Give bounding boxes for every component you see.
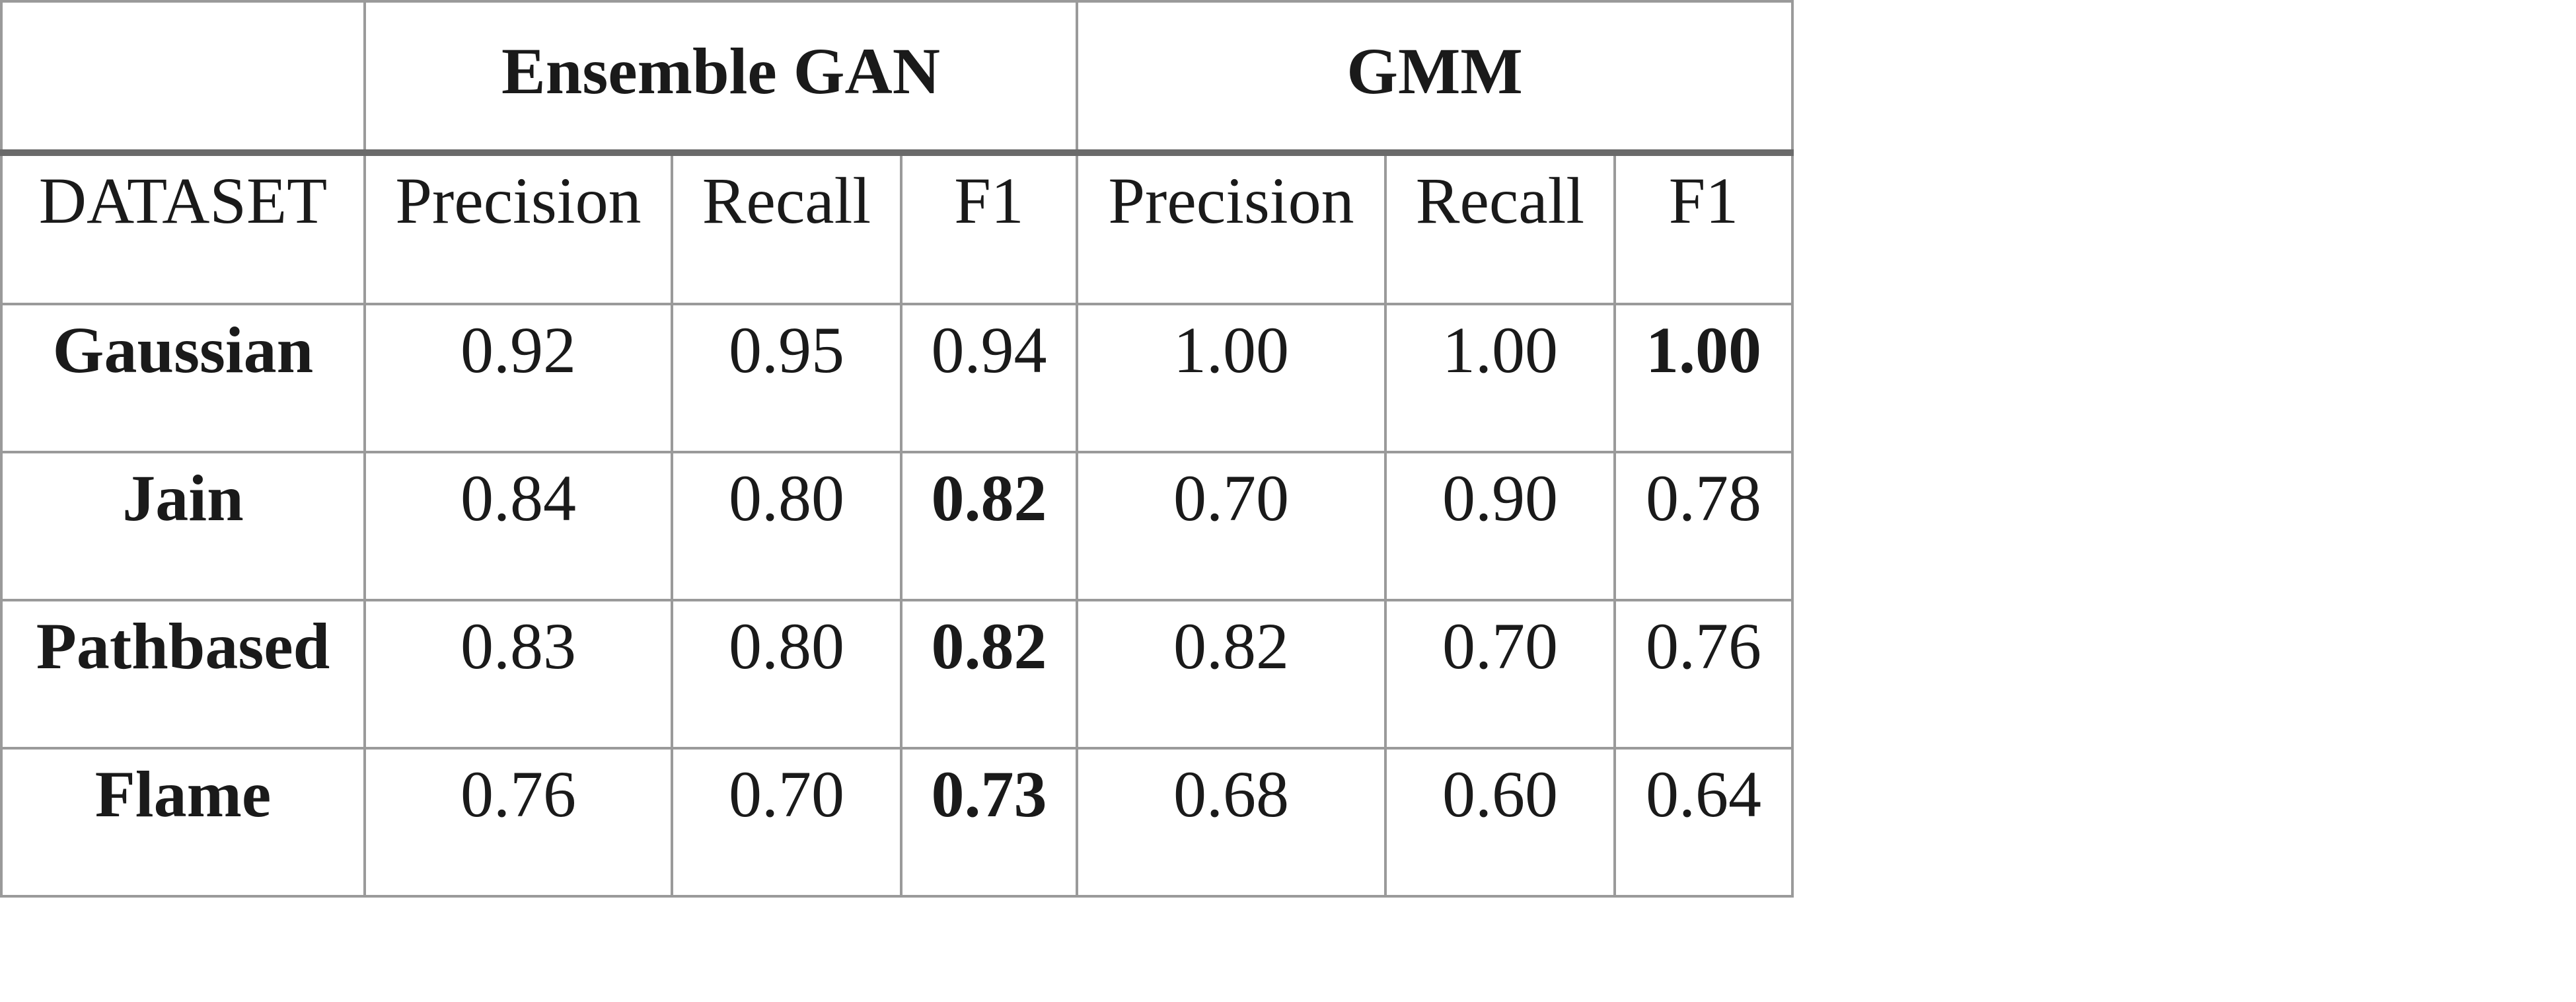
value-cell: 0.64 xyxy=(1613,747,1794,898)
header-dataset: DATASET xyxy=(0,151,366,305)
value-cell: 0.76 xyxy=(363,747,673,898)
dataset-name-cell: Pathbased xyxy=(0,599,366,750)
header-gmm-f1: F1 xyxy=(1613,151,1794,305)
dataset-name-cell: Flame xyxy=(0,747,366,898)
value-cell: 0.90 xyxy=(1384,451,1616,601)
value-cell: 0.83 xyxy=(363,599,673,750)
value-cell: 0.68 xyxy=(1076,747,1387,898)
value-cell: 1.00 xyxy=(1613,303,1794,453)
value-cell: 0.76 xyxy=(1613,599,1794,750)
table-row: Gaussian 0.92 0.95 0.94 1.00 1.00 1.00 xyxy=(0,303,1794,453)
dataset-name-cell: Gaussian xyxy=(0,303,366,453)
value-cell: 0.70 xyxy=(1384,599,1616,750)
value-cell: 0.82 xyxy=(900,451,1078,601)
value-cell: 0.80 xyxy=(671,599,902,750)
table-row: Jain 0.84 0.80 0.82 0.70 0.90 0.78 xyxy=(0,451,1794,601)
header-gan-recall: Recall xyxy=(671,151,902,305)
value-cell: 0.84 xyxy=(363,451,673,601)
value-cell: 0.73 xyxy=(900,747,1078,898)
value-cell: 0.60 xyxy=(1384,747,1616,898)
table-row: Flame 0.76 0.70 0.73 0.68 0.60 0.64 xyxy=(0,747,1794,898)
results-table: Ensemble GAN GMM DATASET Precision Recal… xyxy=(0,0,1794,898)
value-cell: 0.95 xyxy=(671,303,902,453)
value-cell: 0.82 xyxy=(1076,599,1387,750)
empty-corner-cell xyxy=(0,0,366,156)
value-cell: 1.00 xyxy=(1384,303,1616,453)
column-header-row: DATASET Precision Recall F1 Precision Re… xyxy=(0,151,1794,305)
value-cell: 0.70 xyxy=(1076,451,1387,601)
header-gmm-precision: Precision xyxy=(1076,151,1387,305)
value-cell: 0.80 xyxy=(671,451,902,601)
group-header-ensemble-gan: Ensemble GAN xyxy=(363,0,1078,156)
value-cell: 0.92 xyxy=(363,303,673,453)
value-cell: 0.82 xyxy=(900,599,1078,750)
group-header-row: Ensemble GAN GMM xyxy=(0,0,1794,156)
table-row: Pathbased 0.83 0.80 0.82 0.82 0.70 0.76 xyxy=(0,599,1794,750)
header-gan-f1: F1 xyxy=(900,151,1078,305)
value-cell: 0.70 xyxy=(671,747,902,898)
dataset-name-cell: Jain xyxy=(0,451,366,601)
value-cell: 1.00 xyxy=(1076,303,1387,453)
header-gan-precision: Precision xyxy=(363,151,673,305)
value-cell: 0.78 xyxy=(1613,451,1794,601)
value-cell: 0.94 xyxy=(900,303,1078,453)
group-header-gmm: GMM xyxy=(1076,0,1794,156)
header-gmm-recall: Recall xyxy=(1384,151,1616,305)
